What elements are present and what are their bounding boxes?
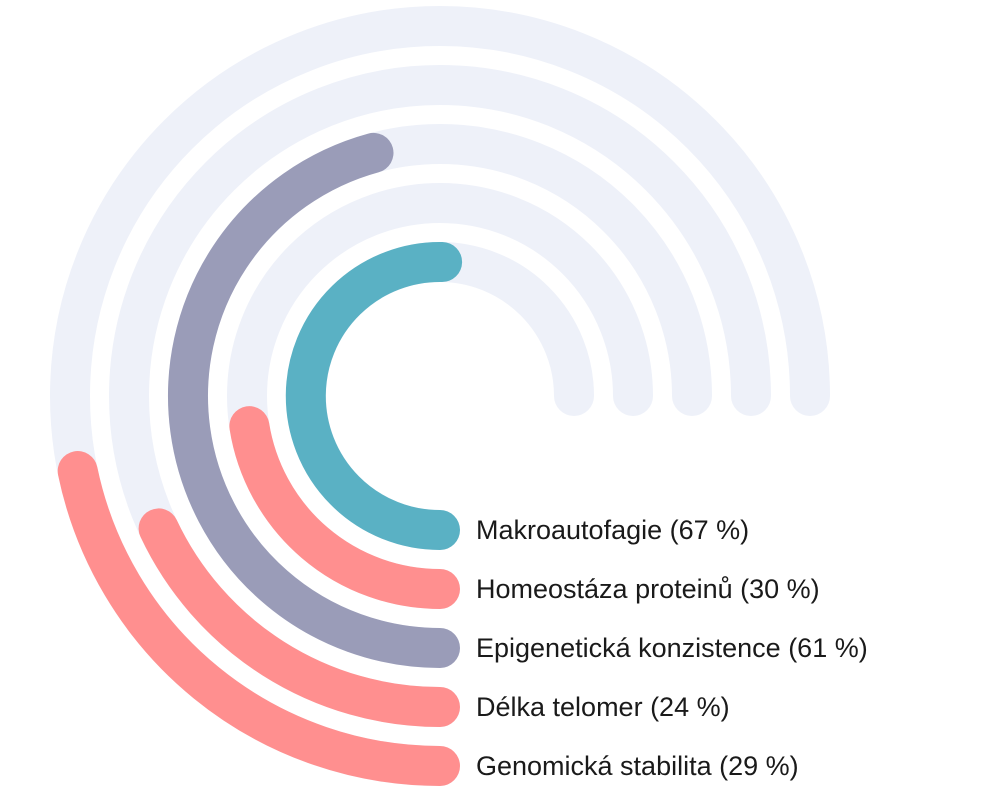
series-label-3: Délka telomer (24 %)	[476, 692, 730, 722]
bar-2	[167, 132, 460, 668]
series-label-1: Homeostáza proteinů (30 %)	[476, 574, 820, 604]
bar-0	[285, 242, 463, 550]
bar-group	[57, 132, 463, 786]
bar-4	[57, 451, 460, 786]
series-label-2: Epigenetická konzistence (61 %)	[476, 633, 868, 663]
bar-3	[138, 508, 460, 727]
series-label-0: Makroautofagie (67 %)	[476, 515, 749, 545]
series-label-4: Genomická stabilita (29 %)	[476, 751, 799, 781]
label-group: Makroautofagie (67 %) Homeostáza proteinů…	[476, 515, 868, 781]
bar-1	[229, 406, 460, 609]
